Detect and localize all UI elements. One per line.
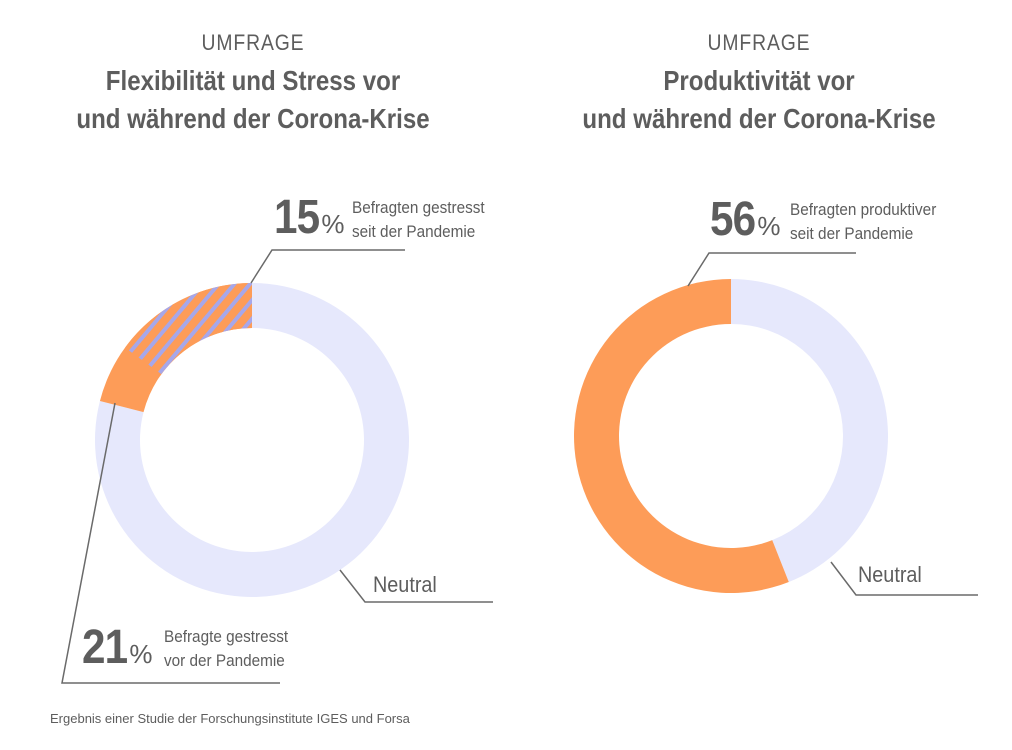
chart-productivity: UMFRAGE Produktivität vor und während de… — [506, 0, 1012, 700]
leader-line-56 — [687, 252, 856, 287]
leader-line-neutral-right — [830, 561, 978, 596]
slice-label-15: Befragten gestresst seit der Pandemie — [352, 198, 485, 241]
slice-label-neutral-left: Neutral — [373, 572, 437, 597]
chart-kicker: UMFRAGE — [201, 30, 305, 55]
slice-label-56: Befragten produktiver seit der Pandemie — [790, 200, 937, 243]
chart-title: Produktivität vor und während der Corona… — [506, 62, 1012, 138]
donut-slice-56 — [574, 279, 789, 593]
leader-line-21 — [61, 402, 280, 684]
leader-line-15 — [250, 249, 405, 284]
chart-kicker: UMFRAGE — [707, 30, 811, 55]
chart-title-line-2: und während der Corona-Krise — [582, 103, 936, 134]
value-label-15: 15% — [274, 191, 345, 244]
chart-title-line-2: und während der Corona-Krise — [76, 103, 430, 134]
chart-flexibility-stress: UMFRAGE Flexibilität und Stress vor und … — [0, 0, 506, 700]
donut-chart-left — [61, 249, 493, 684]
value-label-56: 56% — [710, 193, 781, 246]
chart-title-line-1: Flexibilität und Stress vor — [105, 65, 401, 96]
chart-title: Flexibilität und Stress vor und während … — [0, 62, 506, 138]
value-label-21: 21% — [82, 621, 153, 674]
donut-slice-15 — [124, 283, 252, 375]
slice-label-neutral-right: Neutral — [858, 562, 922, 587]
slice-label-21: Befragte gestresst vor der Pandemie — [164, 627, 289, 670]
leader-line-neutral-left — [339, 569, 493, 603]
source-note: Ergebnis einer Studie der Forschungsinst… — [50, 711, 410, 726]
donut-chart-right — [574, 252, 978, 596]
donut-slice-neutral — [731, 279, 889, 582]
chart-title-line-1: Produktivität vor — [663, 65, 855, 96]
